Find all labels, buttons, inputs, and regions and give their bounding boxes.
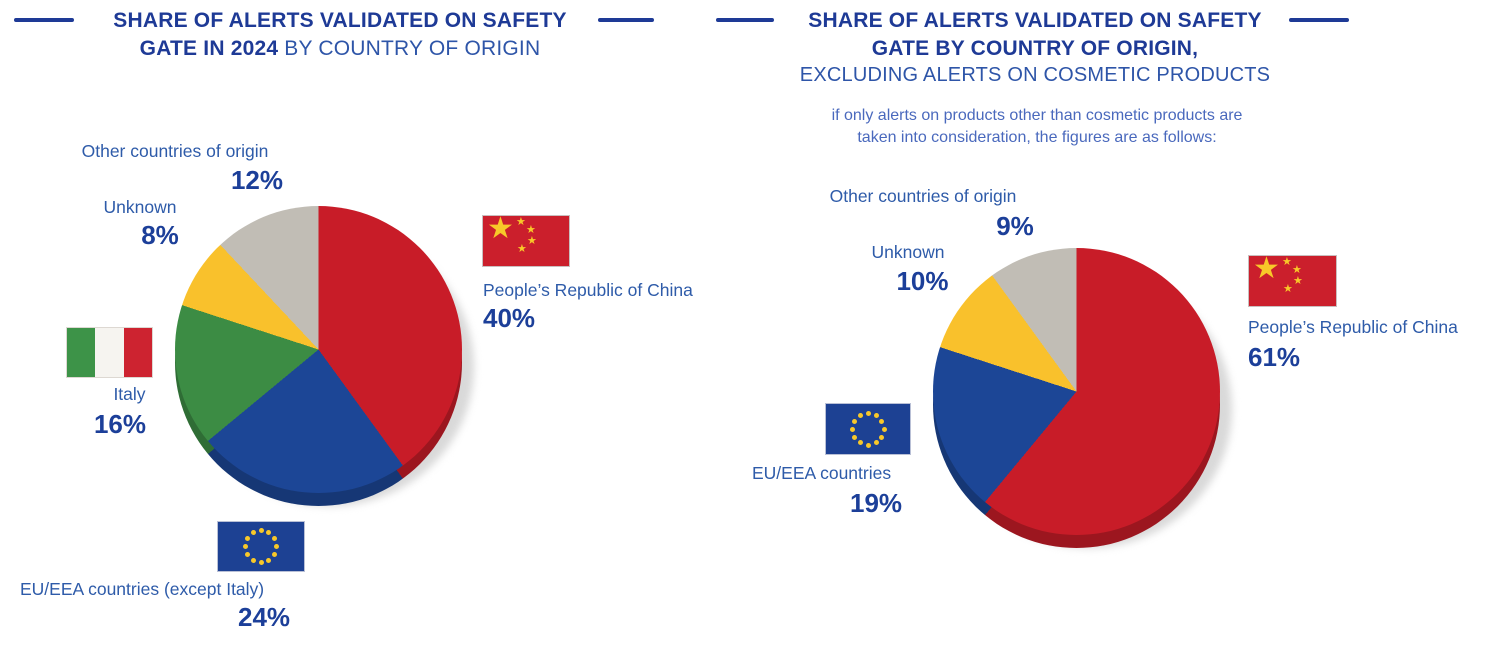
- china-flag-small-star-icon: ★: [516, 216, 526, 228]
- eu-flag-star-dot: [272, 536, 278, 542]
- china-flag-big-star-icon: ★: [487, 215, 514, 245]
- eu-flag-star-dot: [274, 544, 280, 549]
- right-value-unknown: 10%: [896, 266, 949, 296]
- left-chart-title-line2: GATE IN 2024 BY COUNTRY OF ORIGIN: [80, 36, 600, 62]
- left-value-china: 40%: [483, 303, 536, 333]
- right-label-other-countries: Other countries of origin: [829, 186, 1017, 206]
- left-value-other-countries: 12%: [230, 165, 284, 195]
- china-flag-small-star-icon: ★: [1292, 264, 1302, 276]
- eu-flag-star-dot: [851, 418, 857, 424]
- left-value-unknown: 8%: [141, 220, 179, 250]
- eu-flag-star-dot: [250, 557, 256, 563]
- eu-flag-star-dot: [244, 536, 250, 542]
- eu-flag-star-dot: [258, 528, 264, 534]
- right-chart-title-line1: SHARE OF ALERTS VALIDATED ON SAFETY: [808, 9, 1262, 32]
- eu-flag-star-dot: [851, 434, 857, 440]
- eu-flag-star-dot: [865, 442, 871, 448]
- china-flag-icon: ★ ★ ★ ★ ★: [1248, 255, 1337, 307]
- right-pie-chart: [933, 248, 1232, 549]
- italy-flag-red-stripe: [123, 328, 152, 377]
- eu-flag-star-dot: [244, 551, 250, 557]
- right-chart-subtitle-line1: if only alerts on products other than co…: [831, 107, 1243, 124]
- eu-flag-icon: [825, 403, 911, 455]
- left-pie-chart: [175, 206, 474, 507]
- left-value-italy: 16%: [93, 409, 147, 439]
- italy-flag-icon: [66, 327, 153, 378]
- right-chart-title-line2: GATE BY COUNTRY OF ORIGIN,: [871, 37, 1199, 60]
- eu-flag-star-dot: [881, 426, 887, 432]
- left-label-eu-eea: EU/EEA countries (except Italy): [20, 579, 265, 599]
- right-pie-surface: [933, 248, 1220, 535]
- right-value-china: 61%: [1248, 342, 1301, 372]
- eu-flag-star-dot: [857, 440, 863, 446]
- right-value-other-countries: 9%: [996, 211, 1034, 241]
- eu-flag-star-dot: [879, 434, 885, 440]
- left-title-bold-part: GATE IN 2024: [139, 37, 279, 60]
- china-flag-small-star-icon: ★: [1293, 275, 1303, 287]
- china-flag-small-star-icon: ★: [1283, 283, 1293, 295]
- right-title-rule-left: [716, 18, 774, 22]
- left-title-rule-right: [598, 18, 654, 22]
- left-label-other-countries: Other countries of origin: [81, 141, 269, 161]
- eu-flag-star-dot: [879, 418, 885, 424]
- china-flag-small-star-icon: ★: [527, 235, 537, 247]
- eu-flag-icon: [217, 521, 305, 572]
- left-label-italy: Italy: [113, 384, 146, 404]
- china-flag-small-star-icon: ★: [526, 224, 536, 236]
- left-title-light-part: BY COUNTRY OF ORIGIN: [278, 37, 541, 60]
- china-flag-icon: ★ ★ ★ ★ ★: [482, 215, 570, 267]
- left-label-china: People’s Republic of China: [483, 280, 693, 300]
- right-label-china: People’s Republic of China: [1248, 317, 1458, 337]
- left-chart-title-line1: SHARE OF ALERTS VALIDATED ON SAFETY: [113, 9, 567, 32]
- right-title-rule-right: [1289, 18, 1349, 22]
- eu-flag-star-dot: [849, 426, 855, 432]
- eu-flag-star-dot: [873, 440, 879, 446]
- eu-flag-star-dot: [272, 551, 278, 557]
- china-flag-small-star-icon: ★: [517, 243, 527, 255]
- right-label-unknown: Unknown: [871, 242, 945, 262]
- eu-flag-star-dot: [873, 412, 879, 418]
- left-pie-surface: [175, 206, 462, 493]
- right-label-eu-eea: EU/EEA countries: [752, 463, 892, 483]
- eu-flag-star-dot: [258, 559, 264, 565]
- eu-flag-star-dot: [266, 557, 272, 563]
- left-title-rule-left: [14, 18, 74, 22]
- eu-flag-star-dot: [857, 412, 863, 418]
- eu-flag-star-dot: [266, 530, 272, 536]
- eu-flag-star-dot: [250, 530, 256, 536]
- left-label-unknown: Unknown: [103, 197, 177, 217]
- italy-flag-white-stripe: [95, 328, 124, 377]
- left-value-eu-eea: 24%: [238, 602, 291, 632]
- right-chart-title-line3: EXCLUDING ALERTS ON COSMETIC PRODUCTS: [799, 64, 1271, 86]
- china-flag-small-star-icon: ★: [1282, 256, 1292, 268]
- china-flag-big-star-icon: ★: [1253, 255, 1280, 285]
- eu-flag-star-dot: [242, 544, 248, 549]
- right-chart-subtitle-line2: taken into consideration, the figures ar…: [857, 129, 1217, 146]
- eu-flag-star-dot: [865, 410, 871, 416]
- right-value-eu-eea: 19%: [850, 488, 903, 518]
- italy-flag-green-stripe: [67, 328, 96, 377]
